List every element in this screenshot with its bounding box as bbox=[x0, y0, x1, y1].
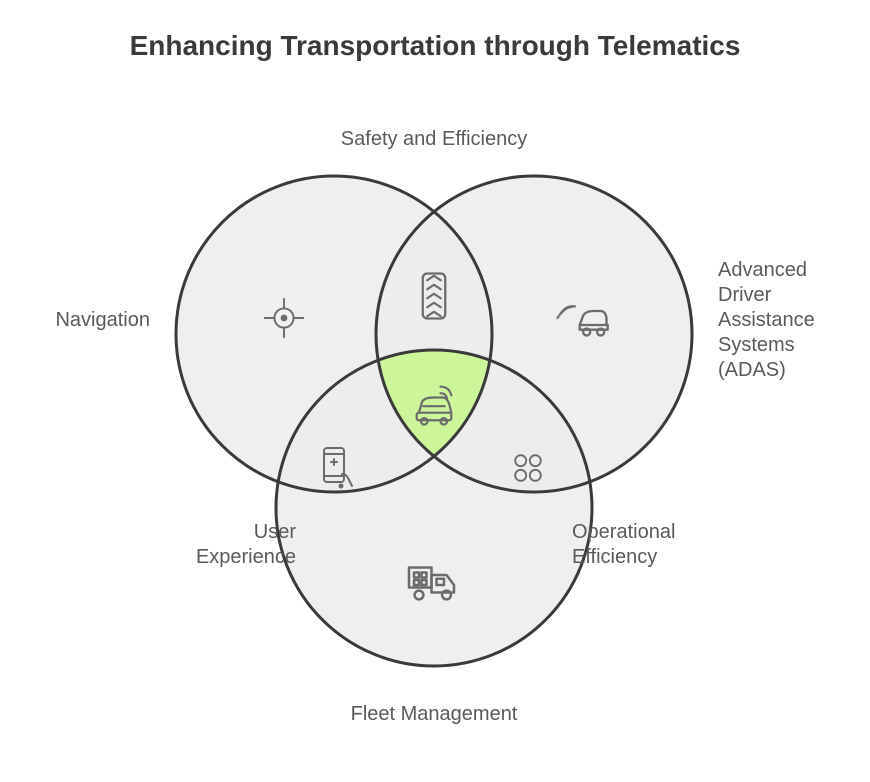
connected-car-icon bbox=[408, 378, 460, 430]
label-operational-efficiency: Operational Efficiency bbox=[572, 520, 702, 570]
crosshair-icon bbox=[261, 295, 307, 341]
tire-tread-icon bbox=[407, 269, 461, 323]
label-navigation: Navigation bbox=[30, 308, 150, 333]
phone-touch-icon bbox=[314, 444, 362, 492]
four-dots-icon bbox=[506, 446, 550, 490]
label-adas: Advanced Driver Assistance Systems (ADAS… bbox=[718, 258, 848, 383]
label-user-experience: User Experience bbox=[176, 520, 296, 570]
label-safety-efficiency: Safety and Efficiency bbox=[314, 127, 554, 152]
car-radar-icon bbox=[554, 290, 610, 346]
label-fleet-management: Fleet Management bbox=[324, 702, 544, 727]
truck-icon bbox=[404, 550, 464, 610]
